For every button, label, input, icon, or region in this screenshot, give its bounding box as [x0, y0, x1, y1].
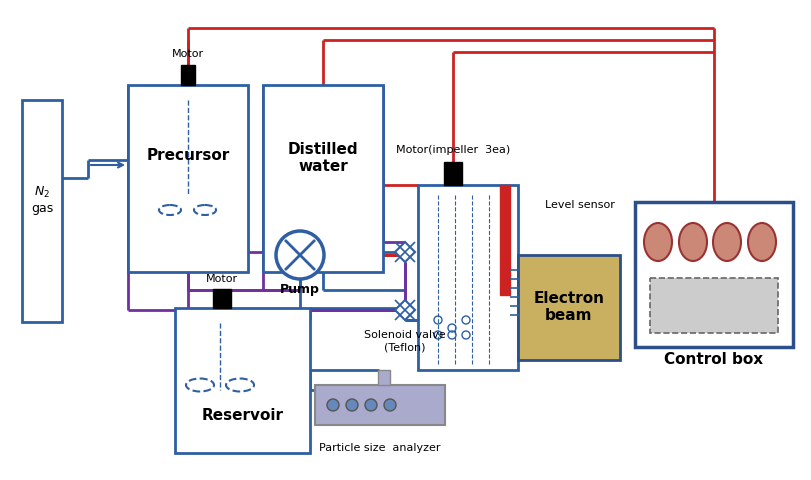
- Text: Reservoir: Reservoir: [202, 408, 284, 422]
- Polygon shape: [394, 242, 414, 262]
- Text: Particle size  analyzer: Particle size analyzer: [319, 443, 440, 453]
- Bar: [212, 289, 230, 308]
- Bar: [22, 100, 62, 322]
- Bar: [517, 255, 620, 360]
- Circle shape: [345, 399, 358, 411]
- Text: Solenoid valve: Solenoid valve: [364, 330, 445, 340]
- Text: Distilled
water: Distilled water: [287, 142, 358, 174]
- Circle shape: [276, 231, 324, 279]
- Polygon shape: [394, 300, 414, 320]
- Bar: [175, 308, 310, 453]
- Ellipse shape: [643, 223, 672, 261]
- Text: Precursor: Precursor: [146, 147, 230, 163]
- Text: Level sensor: Level sensor: [544, 200, 614, 210]
- Ellipse shape: [747, 223, 775, 261]
- Bar: [263, 85, 383, 272]
- Text: Motor: Motor: [172, 49, 204, 59]
- Bar: [500, 185, 509, 295]
- Bar: [634, 202, 792, 347]
- Text: Motor: Motor: [206, 274, 238, 284]
- Bar: [444, 162, 461, 185]
- Text: $N_2$
gas: $N_2$ gas: [31, 185, 53, 215]
- Bar: [649, 278, 777, 333]
- Ellipse shape: [678, 223, 706, 261]
- Bar: [378, 370, 389, 385]
- Bar: [418, 185, 517, 370]
- Text: Electron
beam: Electron beam: [533, 291, 603, 323]
- Text: Pump: Pump: [280, 284, 320, 297]
- Text: (Teflon): (Teflon): [384, 343, 425, 353]
- Ellipse shape: [712, 223, 740, 261]
- Bar: [315, 385, 444, 425]
- Bar: [181, 65, 195, 85]
- Bar: [128, 85, 247, 272]
- Text: Motor(impeller  3ea): Motor(impeller 3ea): [396, 145, 509, 155]
- Circle shape: [365, 399, 376, 411]
- Text: Control box: Control box: [663, 352, 762, 368]
- Circle shape: [384, 399, 396, 411]
- Circle shape: [327, 399, 338, 411]
